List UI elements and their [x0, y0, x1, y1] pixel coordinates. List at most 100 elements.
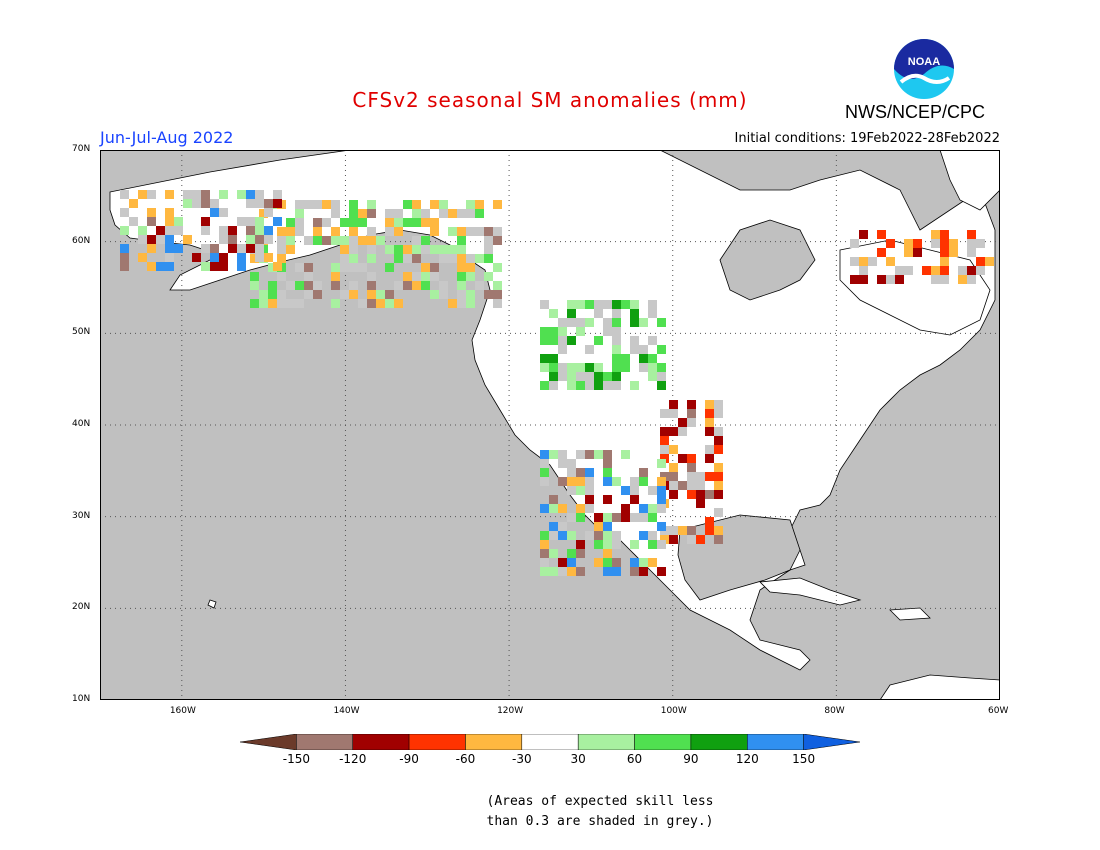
- anomaly-cell: [273, 199, 282, 208]
- low-skill-cell: [201, 226, 210, 235]
- anomaly-cell: [367, 290, 376, 299]
- low-skill-cell: [585, 477, 594, 486]
- colorbar-segment: [747, 734, 804, 750]
- anomaly-cell: [273, 262, 282, 271]
- low-skill-cell: [286, 299, 295, 308]
- anomaly-cell: [648, 513, 657, 522]
- anomaly-cell: [714, 436, 723, 445]
- low-skill-cell: [976, 266, 985, 275]
- low-skill-cell: [603, 327, 612, 336]
- anomaly-cell: [585, 495, 594, 504]
- low-skill-cell: [612, 531, 621, 540]
- low-skill-cell: [895, 266, 904, 275]
- anomaly-cell: [201, 262, 210, 271]
- colorbar-segment: [803, 734, 860, 750]
- anomaly-cell: [268, 281, 277, 290]
- anomaly-cell: [466, 290, 475, 299]
- anomaly-cell: [594, 531, 603, 540]
- anomaly-cell: [201, 199, 210, 208]
- anomaly-cell: [540, 327, 549, 336]
- anomaly-cell: [313, 218, 322, 227]
- anomaly-cell: [576, 486, 585, 495]
- longitude-label: 160W: [169, 706, 196, 716]
- anomaly-cell: [648, 354, 657, 363]
- anomaly-cell: [603, 477, 612, 486]
- anomaly-cell: [612, 363, 621, 372]
- low-skill-cell: [466, 209, 475, 218]
- anomaly-cell: [457, 236, 466, 245]
- anomaly-cell: [259, 290, 268, 299]
- low-skill-cell: [349, 263, 358, 272]
- anomaly-cell: [246, 244, 255, 253]
- anomaly-cell: [603, 495, 612, 504]
- low-skill-cell: [439, 281, 448, 290]
- anomaly-cell: [630, 540, 639, 549]
- low-skill-cell: [277, 299, 286, 308]
- low-skill-cell: [931, 239, 940, 248]
- anomaly-cell: [259, 209, 268, 218]
- anomaly-cell: [648, 363, 657, 372]
- latitude-label: 50N: [72, 327, 91, 338]
- anomaly-cell: [949, 239, 958, 248]
- low-skill-cell: [331, 209, 340, 218]
- anomaly-cell: [457, 272, 466, 281]
- low-skill-cell: [669, 481, 678, 490]
- anomaly-cell: [976, 257, 985, 266]
- anomaly-cell: [268, 290, 277, 299]
- anomaly-cell: [567, 381, 576, 390]
- anomaly-cell: [174, 244, 183, 253]
- anomaly-cell: [985, 257, 994, 266]
- low-skill-cell: [277, 245, 286, 254]
- anomaly-cell: [585, 318, 594, 327]
- colorbar-segment: [296, 734, 353, 750]
- anomaly-cell: [264, 253, 273, 262]
- colorbar: [240, 734, 860, 750]
- low-skill-cell: [201, 244, 210, 253]
- low-skill-cell: [612, 540, 621, 549]
- anomaly-cell: [705, 418, 714, 427]
- anomaly-cell: [859, 257, 868, 266]
- low-skill-cell: [687, 535, 696, 544]
- low-skill-cell: [585, 372, 594, 381]
- low-skill-cell: [340, 290, 349, 299]
- low-skill-cell: [340, 263, 349, 272]
- longitude-label: 80W: [824, 706, 845, 716]
- latitude-label: 10N: [72, 694, 91, 704]
- low-skill-cell: [277, 290, 286, 299]
- anomaly-cell: [340, 245, 349, 254]
- anomaly-cell: [687, 490, 696, 499]
- low-skill-cell: [421, 209, 430, 218]
- anomaly-cell: [466, 299, 475, 308]
- low-skill-cell: [540, 558, 549, 567]
- low-skill-cell: [304, 290, 313, 299]
- anomaly-cell: [403, 281, 412, 290]
- low-skill-cell: [255, 199, 264, 208]
- anomaly-cell: [678, 481, 687, 490]
- anomaly-cell: [621, 363, 630, 372]
- colorbar-segment: [577, 734, 635, 750]
- low-skill-cell: [493, 227, 502, 236]
- anomaly-cell: [183, 235, 192, 244]
- low-skill-cell: [457, 299, 466, 308]
- low-skill-cell: [567, 486, 576, 495]
- anomaly-cell: [687, 409, 696, 418]
- anomaly-cell: [439, 245, 448, 254]
- anomaly-cell: [358, 236, 367, 245]
- longitude-label: 120W: [497, 706, 524, 716]
- low-skill-cell: [558, 372, 567, 381]
- anomaly-cell: [340, 236, 349, 245]
- anomaly-cell: [621, 513, 630, 522]
- colorbar-segment: [521, 734, 579, 750]
- anomaly-cell: [304, 263, 313, 272]
- anomaly-cell: [639, 504, 648, 513]
- anomaly-cell: [639, 567, 648, 576]
- anomaly-cell: [567, 300, 576, 309]
- anomaly-cell: [210, 262, 219, 271]
- anomaly-cell: [448, 299, 457, 308]
- anomaly-cell: [412, 245, 421, 254]
- latitude-label: 40N: [72, 419, 91, 429]
- low-skill-cell: [859, 266, 868, 275]
- anomaly-cell: [705, 472, 714, 481]
- anomaly-cell: [484, 227, 493, 236]
- low-skill-cell: [603, 300, 612, 309]
